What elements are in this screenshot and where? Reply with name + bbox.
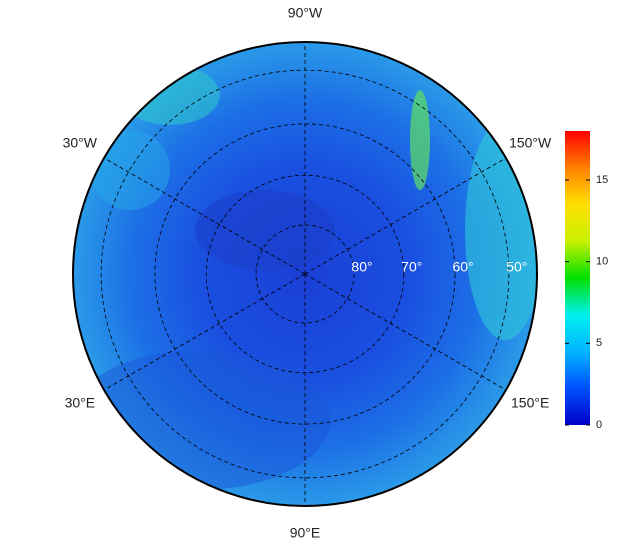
labels: 80° 70° 60° 50° 90°W 30°W 150°W 30°E 150°E 90°E [63,5,552,541]
longitude-label: 90°W [288,5,323,21]
latitude-line [154,123,456,425]
latitude-label: 80° [351,259,372,275]
meridian-line [304,273,507,391]
graticule [100,42,510,506]
longitude-label: 150°E [511,395,549,411]
meridian-line [103,273,306,391]
meridian-line [304,157,507,275]
longitude-label: 90°E [290,525,321,541]
meridian-line [103,157,306,275]
longitude-label: 150°W [509,135,552,151]
colorbar-ticks: 0 5 10 15 [565,174,608,431]
colorbar-tick-label: 0 [596,419,602,431]
colorbar [565,131,590,425]
longitude-label: 30°W [63,135,98,151]
longitude-label: 30°E [65,395,96,411]
latitude-label: 50° [506,259,527,275]
colorbar-tick-label: 10 [596,256,608,268]
colorbar-tick-label: 5 [596,337,602,349]
latitude-line [255,224,355,324]
latitude-label: 70° [401,259,422,275]
latitude-label: 60° [452,259,473,275]
data-field [73,42,537,506]
colorbar-tick-label: 15 [596,174,608,186]
